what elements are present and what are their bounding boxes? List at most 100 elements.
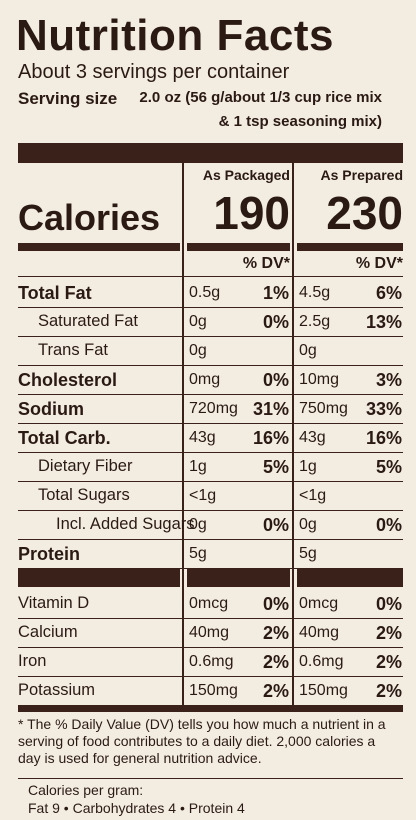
amount: 4.5g xyxy=(299,284,331,301)
rule xyxy=(18,618,403,619)
footnote: * The % Daily Value (DV) tells you how m… xyxy=(18,716,386,766)
rule xyxy=(18,423,403,424)
column-rule xyxy=(292,163,294,705)
daily-value: 31% xyxy=(252,399,289,419)
nutrient-label: Incl. Added Sugars xyxy=(56,515,195,533)
daily-value: 2% xyxy=(375,681,402,701)
daily-value: 5% xyxy=(375,457,402,477)
daily-value: 0% xyxy=(262,594,289,614)
daily-value: 1% xyxy=(262,283,289,303)
amount: 43g xyxy=(299,429,326,446)
amount: 0g xyxy=(299,516,317,533)
rule xyxy=(18,336,403,337)
amount: 0g xyxy=(189,516,207,533)
rule xyxy=(18,394,403,395)
calories-value: 190 xyxy=(213,187,290,239)
serving-size-value: & 1 tsp seasoning mix) xyxy=(218,113,382,130)
servings: About 3 servings per container xyxy=(18,61,290,83)
daily-value: 33% xyxy=(365,399,402,419)
thick-rule xyxy=(187,568,290,587)
rule xyxy=(18,676,403,677)
medium-rule xyxy=(187,243,290,251)
daily-value: 2% xyxy=(262,681,289,701)
amount: 0g xyxy=(189,313,207,330)
amount: 40mg xyxy=(299,624,340,641)
daily-value: 0% xyxy=(375,515,402,535)
nutrient-label: Sodium xyxy=(18,399,84,419)
column-header: As Prepared xyxy=(320,167,403,183)
nutrient-label: Saturated Fat xyxy=(38,312,138,330)
thick-rule xyxy=(297,568,403,587)
rule xyxy=(18,647,403,648)
daily-value: 16% xyxy=(365,428,402,448)
amount: 150mg xyxy=(299,682,348,699)
rule xyxy=(18,452,403,453)
amount: 0.6mg xyxy=(189,653,234,670)
column-rule xyxy=(182,163,184,705)
thick-rule xyxy=(18,568,180,587)
daily-value: 5% xyxy=(262,457,289,477)
amount: 0g xyxy=(299,342,317,359)
title: Nutrition Facts xyxy=(16,11,334,60)
amount: 5g xyxy=(189,545,207,562)
amount: 40mg xyxy=(189,624,230,641)
daily-value: 0% xyxy=(262,515,289,535)
nutrient-label: Total Fat xyxy=(18,283,92,303)
amount: 2.5g xyxy=(299,313,331,330)
nutrient-label: Vitamin D xyxy=(18,594,90,612)
amount: 150mg xyxy=(189,682,238,699)
column-header: As Packaged xyxy=(202,167,290,183)
serving-size-label: Serving size xyxy=(18,89,118,108)
nutrient-label: Iron xyxy=(18,652,47,670)
amount: 5g xyxy=(299,545,317,562)
rule xyxy=(18,276,403,277)
medium-rule xyxy=(297,243,403,251)
calories-label: Calories xyxy=(18,197,161,238)
daily-value: 3% xyxy=(375,370,402,390)
amount: 1g xyxy=(189,458,207,475)
nutrient-label: Protein xyxy=(18,544,81,564)
nutrient-label: Calcium xyxy=(18,623,78,641)
amount: <1g xyxy=(299,487,327,504)
amount: 1g xyxy=(299,458,317,475)
amount: 0mcg xyxy=(299,595,339,612)
rule xyxy=(18,539,403,540)
serving-size-value: 2.0 oz (56 g/about 1/3 cup rice mix xyxy=(139,89,382,106)
amount: 750mg xyxy=(299,400,348,417)
daily-value: 2% xyxy=(375,623,402,643)
daily-value: 2% xyxy=(262,623,289,643)
dv-header: % DV* xyxy=(242,255,290,272)
daily-value: 0% xyxy=(375,594,402,614)
nutrient-label: Potassium xyxy=(18,681,96,699)
amount: 10mg xyxy=(299,371,340,388)
amount: 0mg xyxy=(189,371,221,388)
rule xyxy=(18,365,403,366)
rule xyxy=(18,307,403,308)
nutrient-label: Total Sugars xyxy=(38,486,130,504)
calories-per-gram-box: Calories per gram: Fat 9 • Carbohydrates… xyxy=(18,778,403,819)
rule xyxy=(18,481,403,482)
calories-per-gram-text: Fat 9 • Carbohydrates 4 • Protein 4 xyxy=(28,800,245,816)
amount: <1g xyxy=(189,487,217,504)
nutrient-label: Total Carb. xyxy=(18,428,111,448)
nutrient-label: Dietary Fiber xyxy=(38,457,133,475)
amount: 0.5g xyxy=(189,284,221,301)
calories-value: 230 xyxy=(326,187,403,239)
amount: 720mg xyxy=(189,400,238,417)
medium-rule xyxy=(18,243,180,251)
daily-value: 0% xyxy=(262,312,289,332)
dv-header: % DV* xyxy=(355,255,403,272)
daily-value: 0% xyxy=(262,370,289,390)
bottom-rule xyxy=(18,705,403,712)
calories-per-gram-heading: Calories per gram: xyxy=(28,782,144,798)
daily-value: 6% xyxy=(375,283,402,303)
amount: 43g xyxy=(189,429,216,446)
rule xyxy=(18,510,403,511)
daily-value: 16% xyxy=(252,428,289,448)
amount: 0mcg xyxy=(189,595,229,612)
daily-value: 2% xyxy=(375,652,402,672)
nutrient-label: Cholesterol xyxy=(18,370,118,390)
daily-value: 2% xyxy=(262,652,289,672)
nutrient-label: Trans Fat xyxy=(38,341,108,359)
